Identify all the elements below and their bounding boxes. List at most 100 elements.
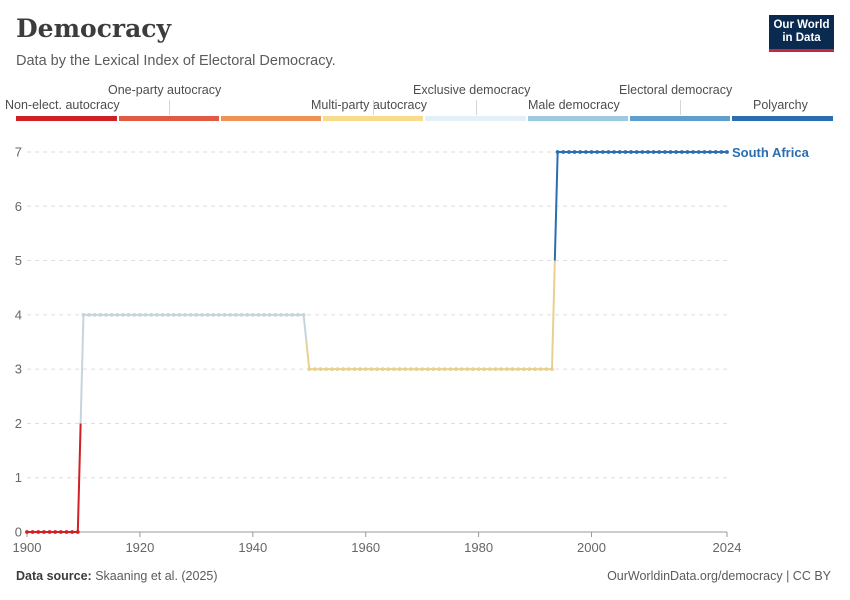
- data-point: [600, 150, 605, 154]
- data-point: [448, 367, 453, 372]
- data-point: [674, 150, 679, 154]
- data-point: [279, 312, 283, 317]
- data-point: [713, 150, 718, 154]
- data-point: [646, 150, 650, 154]
- data-point: [104, 312, 108, 317]
- data-point: [640, 150, 645, 154]
- data-point: [81, 312, 86, 317]
- data-point: [183, 312, 187, 317]
- data-point: [471, 367, 475, 372]
- data-point: [533, 367, 537, 372]
- series-step-upper: [79, 314, 85, 424]
- data-point: [425, 367, 430, 372]
- x-tick-label: 2000: [577, 540, 606, 555]
- data-point: [375, 367, 379, 372]
- legend-label-exclusive-democracy[interactable]: Exclusive democracy: [413, 83, 531, 97]
- data-point: [42, 530, 46, 534]
- data-point: [516, 367, 521, 372]
- chart-subtitle: Data by the Lexical Index of Electoral D…: [16, 53, 336, 69]
- data-point: [166, 312, 171, 317]
- series-lines: [27, 151, 727, 533]
- data-point: [527, 367, 532, 372]
- series-step-upper: [553, 151, 559, 261]
- legend-label-one-party-autocracy[interactable]: One-party autocracy: [108, 83, 222, 97]
- data-point: [160, 312, 165, 317]
- data-point: [397, 367, 402, 372]
- data-point: [324, 367, 329, 372]
- data-point: [143, 312, 148, 317]
- data-point: [177, 312, 182, 317]
- legend-label-electoral-democracy[interactable]: Electoral democracy: [619, 83, 733, 97]
- data-point: [188, 312, 193, 317]
- data-point: [363, 367, 368, 372]
- source-note: Data source: Skaaning et al. (2025): [16, 569, 218, 583]
- x-tick-label: 1960: [351, 540, 380, 555]
- legend-tick: [476, 100, 477, 115]
- data-point: [233, 312, 238, 317]
- legend-swatch-multi-party-autocracy[interactable]: [221, 116, 321, 121]
- y-tick-label: 2: [15, 416, 22, 431]
- data-point: [138, 312, 142, 317]
- source-text: Skaaning et al. (2025): [95, 569, 218, 583]
- data-point: [121, 312, 125, 317]
- legend-label-non-elect-autocracy[interactable]: Non-elect. autocracy: [5, 98, 120, 112]
- data-point: [222, 312, 227, 317]
- data-point: [64, 530, 69, 534]
- legend-swatch-polyarchy[interactable]: [630, 116, 730, 121]
- legend-label-male-democracy[interactable]: Male democracy: [528, 98, 620, 112]
- data-point: [454, 367, 458, 372]
- legend-label-polyarchy[interactable]: Polyarchy: [753, 98, 808, 112]
- data-point: [126, 312, 131, 317]
- data-point: [725, 150, 729, 154]
- data-point: [154, 312, 159, 317]
- legend-swatch-non-elect-autocracy[interactable]: [16, 116, 117, 121]
- data-point: [437, 367, 441, 372]
- data-point: [47, 530, 52, 534]
- data-point: [98, 312, 103, 317]
- legend-swatch-polyarchy-top[interactable]: [732, 116, 833, 121]
- data-point: [606, 150, 611, 154]
- owid-logo[interactable]: Our World in Data: [769, 15, 834, 52]
- series-step-upper: [305, 341, 311, 370]
- data-point: [200, 312, 204, 317]
- legend-swatch-exclusive-democracy[interactable]: [323, 116, 423, 121]
- data-point: [538, 367, 543, 372]
- data-point: [335, 367, 340, 372]
- series-labels: South Africa: [732, 145, 810, 160]
- data-point: [578, 150, 583, 154]
- data-point: [679, 150, 684, 154]
- series-label-south-africa[interactable]: South Africa: [732, 145, 810, 160]
- legend-label-multi-party-autocracy[interactable]: Multi-party autocracy: [311, 98, 428, 112]
- data-point: [301, 312, 306, 317]
- data-point: [555, 150, 560, 154]
- y-tick-label: 0: [15, 525, 22, 540]
- data-point: [228, 312, 233, 317]
- data-point: [92, 312, 97, 317]
- data-point: [459, 367, 464, 372]
- data-point: [346, 367, 351, 372]
- data-point: [583, 150, 588, 154]
- y-axis-ticks: 0 1 2 3 4 5 6 7: [15, 145, 22, 540]
- data-point: [25, 530, 29, 534]
- data-point: [561, 150, 566, 154]
- data-point: [70, 530, 75, 534]
- data-point: [262, 312, 266, 317]
- source-url[interactable]: OurWorldinData.org/democracy | CC BY: [607, 569, 831, 583]
- series-points: [25, 150, 729, 534]
- data-point: [663, 150, 667, 154]
- legend-swatch-male-democracy[interactable]: [425, 116, 526, 121]
- data-point: [668, 150, 673, 154]
- data-point: [493, 367, 498, 372]
- legend-swatch-electoral-democracy[interactable]: [528, 116, 628, 121]
- logo-line-2: in Data: [782, 32, 821, 44]
- data-point: [589, 150, 594, 154]
- data-point: [307, 367, 312, 372]
- data-point: [211, 312, 216, 317]
- legend-swatch-one-party-autocracy[interactable]: [119, 116, 219, 121]
- legend-tick: [680, 100, 681, 115]
- data-point: [702, 150, 707, 154]
- data-point: [521, 367, 526, 372]
- logo-line-1: Our World: [773, 19, 830, 31]
- data-point: [290, 312, 295, 317]
- data-point: [567, 150, 571, 154]
